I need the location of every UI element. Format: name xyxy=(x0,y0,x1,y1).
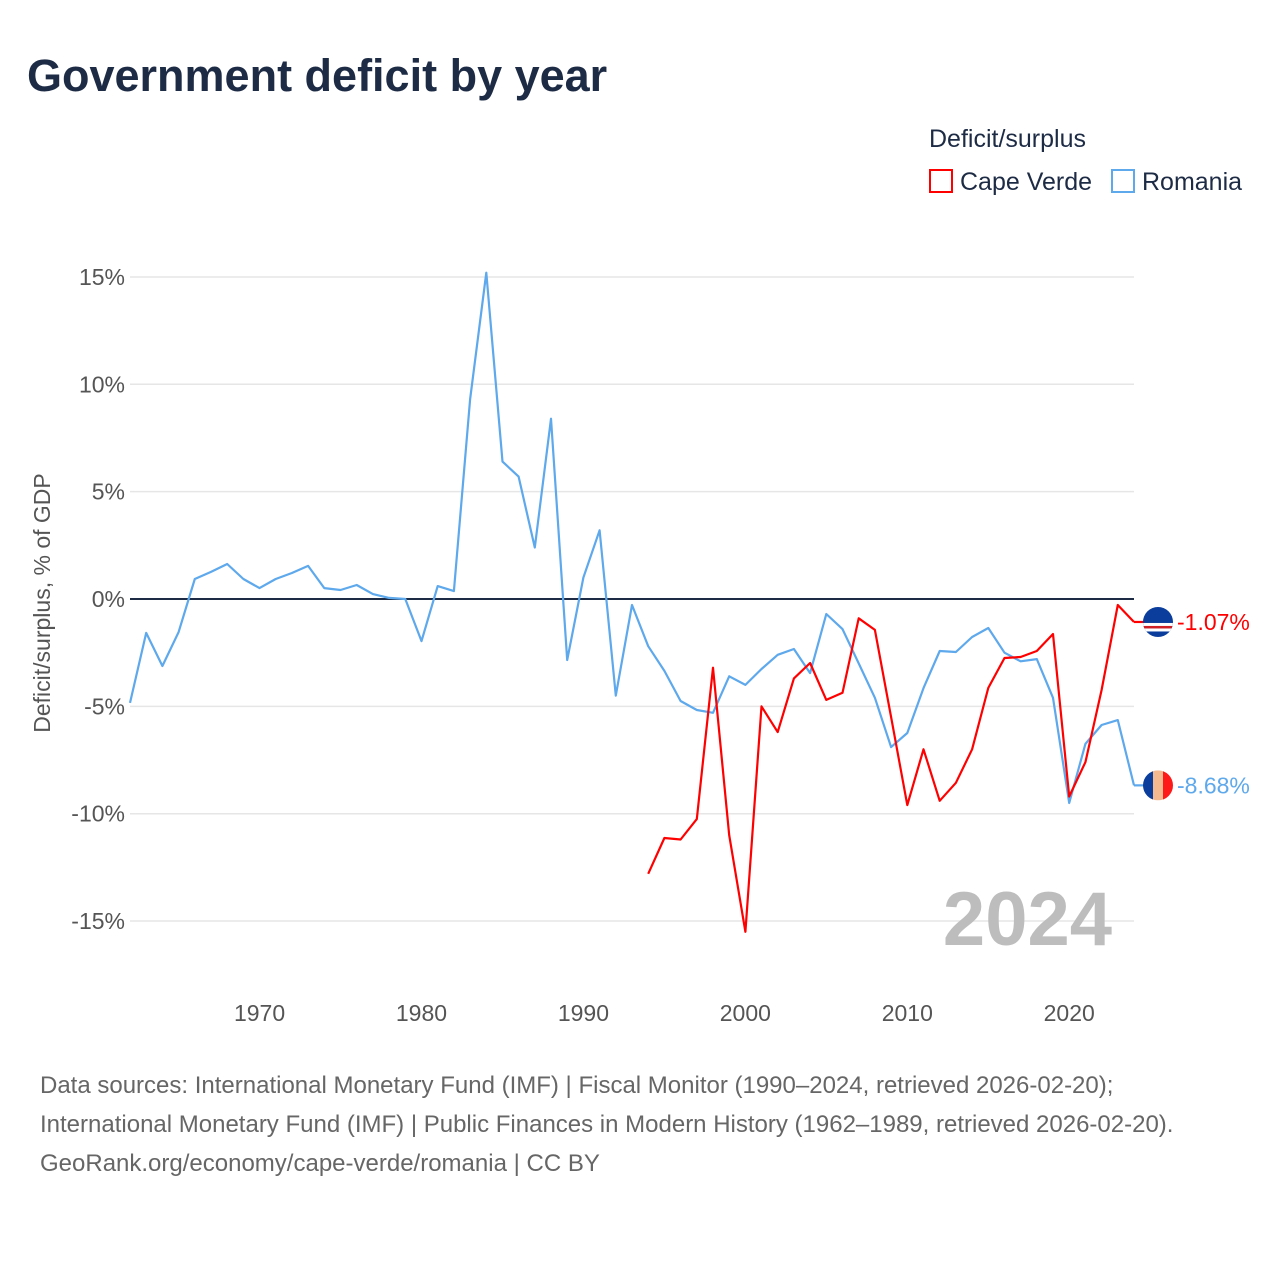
x-axis-ticks: 1970 1980 1990 2000 2010 2020 xyxy=(234,1000,1095,1026)
gridlines xyxy=(130,276,1134,922)
legend-swatch-romania xyxy=(1111,169,1135,193)
flag-romania-icon xyxy=(1143,770,1173,801)
y-tick-label: 5% xyxy=(92,479,125,505)
legend-title: Deficit/surplus xyxy=(929,125,1086,153)
end-value-label: -8.68% xyxy=(1177,772,1250,798)
credit-link[interactable]: GeoRank.org/economy/cape-verde/romania |… xyxy=(40,1150,600,1177)
x-tick-label: 2010 xyxy=(882,1000,933,1026)
x-tick-label: 1970 xyxy=(234,1000,285,1026)
data-sources: Data sources: International Monetary Fun… xyxy=(40,1072,1174,1138)
y-tick-label: 10% xyxy=(79,371,125,397)
series-line-cape-verde xyxy=(647,603,1135,933)
x-tick-label: 1980 xyxy=(396,1000,447,1026)
legend: Deficit/surplus Cape Verde Romania xyxy=(929,125,1242,196)
chart-title: Government deficit by year xyxy=(27,50,608,101)
legend-item-romania[interactable]: Romania xyxy=(1111,168,1242,196)
flag-cape-verde-icon xyxy=(1143,606,1173,637)
y-tick-label: 0% xyxy=(92,586,125,612)
x-tick-label: 2020 xyxy=(1044,1000,1095,1026)
series-lines xyxy=(128,271,1136,933)
y-tick-label: -15% xyxy=(71,908,125,934)
legend-label: Romania xyxy=(1142,168,1242,196)
footer: Data sources: International Monetary Fun… xyxy=(40,1066,1240,1183)
legend-swatch-cape-verde xyxy=(929,169,953,193)
y-tick-label: -10% xyxy=(71,801,125,827)
series-line-romania xyxy=(128,271,1136,805)
y-tick-label: 15% xyxy=(79,264,125,290)
end-markers: -8.68% -1.07% xyxy=(1134,606,1250,801)
y-axis-label: Deficit/surplus, % of GDP xyxy=(29,473,55,732)
legend-label: Cape Verde xyxy=(960,168,1092,196)
y-tick-label: -5% xyxy=(84,693,125,719)
x-tick-label: 1990 xyxy=(558,1000,609,1026)
end-value-label: -1.07% xyxy=(1177,609,1250,635)
legend-item-cape-verde[interactable]: Cape Verde xyxy=(929,168,1092,196)
y-axis-ticks: 15% 10% 5% 0% -5% -10% -15% xyxy=(71,264,125,934)
year-watermark: 2024 xyxy=(943,877,1112,962)
x-tick-label: 2000 xyxy=(720,1000,771,1026)
